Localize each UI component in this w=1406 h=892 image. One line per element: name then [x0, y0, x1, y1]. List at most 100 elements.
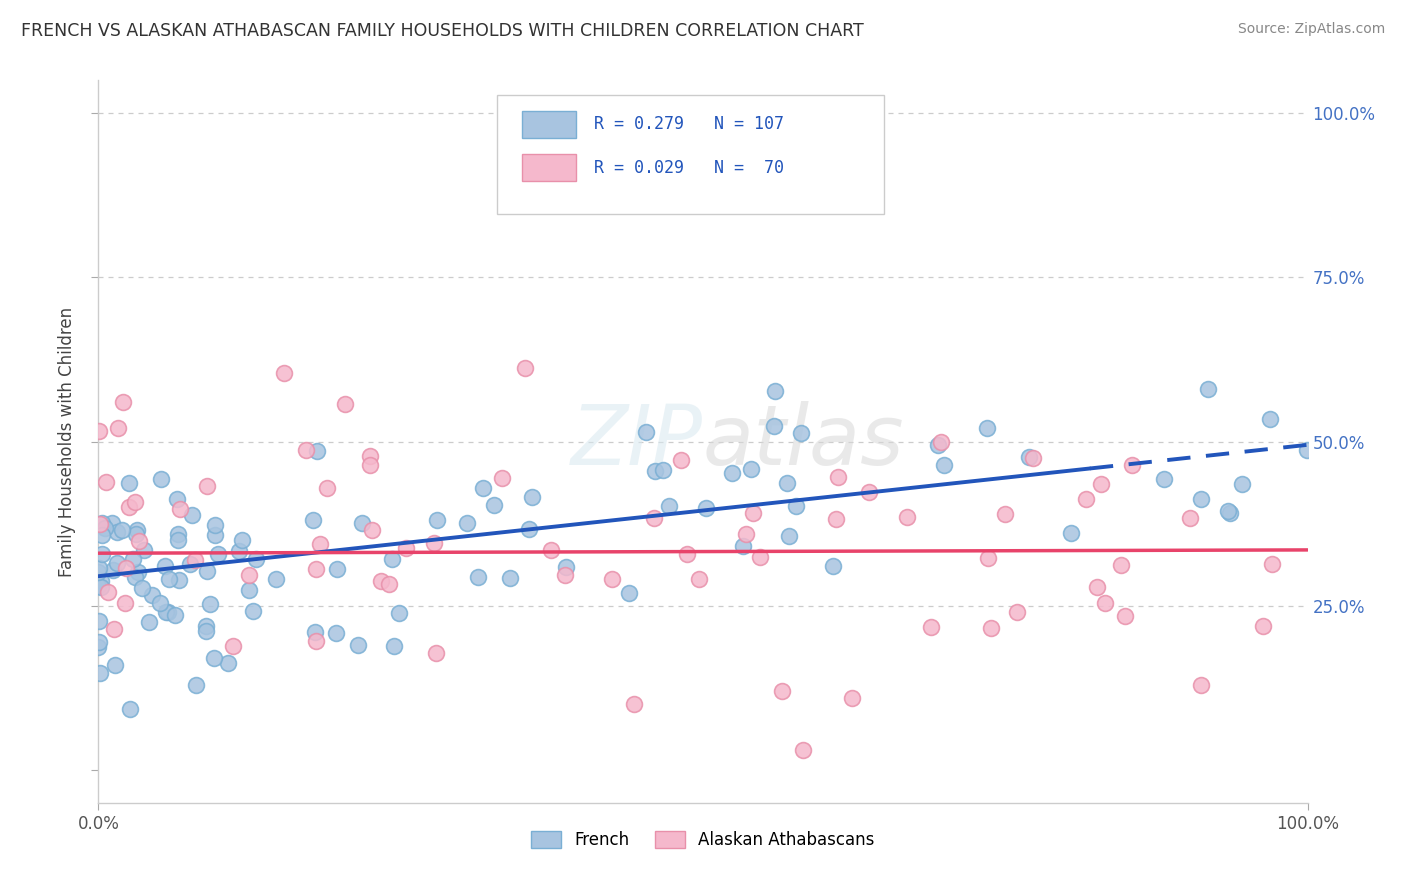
Point	[554, 560, 576, 574]
Point	[128, 533, 150, 548]
Point	[167, 526, 190, 541]
Point	[157, 606, 180, 620]
Point	[467, 570, 489, 584]
Point	[1197, 383, 1219, 397]
Text: Source: ZipAtlas.com: Source: ZipAtlas.com	[1237, 22, 1385, 37]
Point	[695, 500, 717, 515]
Point	[762, 419, 785, 434]
Point	[1296, 443, 1319, 458]
Point	[87, 561, 110, 575]
Point	[1090, 477, 1112, 491]
Point	[305, 634, 328, 648]
Point	[112, 394, 135, 409]
Point	[1230, 476, 1253, 491]
Point	[124, 495, 146, 509]
Point	[89, 665, 111, 680]
Point	[87, 579, 110, 593]
Point	[370, 574, 392, 589]
Point	[304, 625, 326, 640]
Point	[167, 533, 190, 547]
Point	[484, 498, 506, 512]
Point	[426, 513, 449, 527]
Point	[121, 552, 143, 566]
Point	[1219, 506, 1241, 520]
Point	[1191, 678, 1213, 692]
Point	[87, 425, 110, 439]
Point	[735, 527, 758, 541]
Point	[238, 582, 260, 597]
Point	[155, 605, 177, 619]
Point	[1007, 605, 1029, 619]
Point	[100, 516, 122, 530]
Point	[1178, 511, 1201, 525]
Point	[305, 562, 328, 576]
Point	[309, 537, 332, 551]
Point	[841, 691, 863, 706]
Text: FRENCH VS ALASKAN ATHABASCAN FAMILY HOUSEHOLDS WITH CHILDREN CORRELATION CHART: FRENCH VS ALASKAN ATHABASCAN FAMILY HOUS…	[21, 22, 863, 40]
Point	[202, 650, 225, 665]
Point	[1074, 492, 1097, 507]
Point	[994, 507, 1017, 521]
Point	[125, 523, 148, 537]
FancyBboxPatch shape	[498, 95, 884, 214]
Point	[169, 502, 191, 516]
Point	[540, 543, 562, 558]
Point	[87, 640, 110, 654]
Point	[920, 619, 942, 633]
Point	[198, 597, 221, 611]
Point	[785, 499, 807, 513]
Point	[153, 559, 176, 574]
Point	[131, 582, 153, 596]
Point	[623, 697, 645, 711]
Point	[350, 516, 373, 530]
Point	[149, 472, 172, 486]
Point	[87, 614, 110, 628]
Point	[617, 585, 640, 599]
Point	[775, 475, 797, 490]
Point	[377, 577, 399, 591]
Bar	[522, 154, 576, 181]
Point	[94, 521, 117, 535]
Text: atlas: atlas	[703, 401, 904, 482]
Point	[89, 516, 111, 531]
Point	[127, 565, 149, 579]
Point	[977, 550, 1000, 565]
Point	[167, 573, 190, 587]
Point	[186, 677, 208, 691]
Point	[1261, 557, 1284, 571]
Point	[105, 524, 128, 539]
Point	[1094, 596, 1116, 610]
Point	[778, 529, 800, 543]
Point	[792, 743, 814, 757]
Point	[554, 567, 576, 582]
Point	[770, 684, 793, 698]
Point	[472, 481, 495, 495]
Point	[295, 442, 318, 457]
Point	[118, 500, 141, 514]
Point	[181, 508, 204, 522]
Point	[231, 533, 253, 547]
Point	[179, 557, 201, 571]
Point	[124, 569, 146, 583]
Point	[824, 512, 846, 526]
Point	[184, 553, 207, 567]
Point	[149, 595, 172, 609]
Point	[929, 435, 952, 450]
Point	[513, 361, 536, 376]
Point	[827, 470, 849, 484]
Point	[688, 573, 710, 587]
Point	[651, 463, 673, 477]
Point	[194, 619, 217, 633]
Point	[347, 638, 370, 652]
Point	[491, 471, 513, 485]
Point	[1121, 458, 1143, 472]
Point	[634, 425, 657, 439]
Point	[644, 464, 666, 478]
Point	[669, 452, 692, 467]
Point	[264, 572, 287, 586]
Point	[499, 571, 522, 585]
Point	[359, 449, 381, 463]
Point	[204, 527, 226, 541]
Point	[1153, 472, 1175, 486]
Point	[94, 475, 117, 490]
